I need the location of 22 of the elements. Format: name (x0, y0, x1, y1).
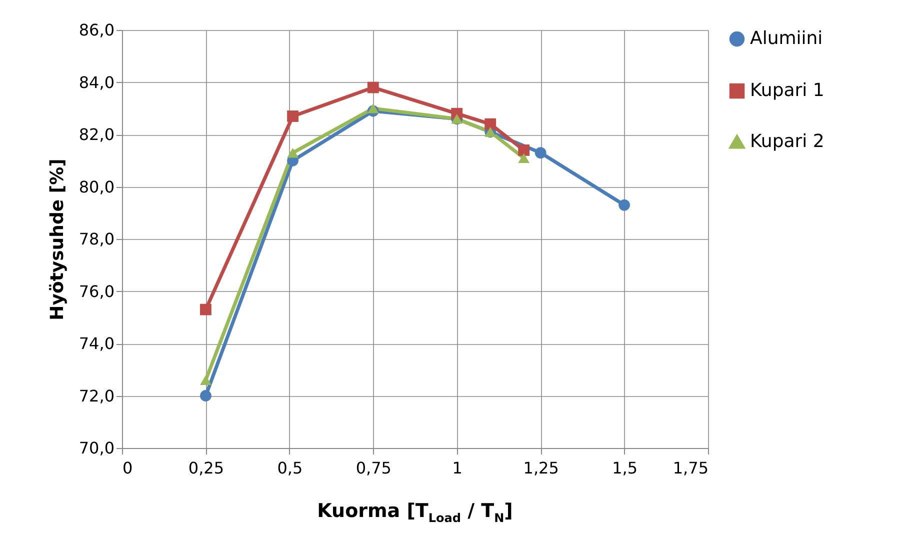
legend-label: Alumiini (750, 28, 823, 49)
x-tick-label: 1,25 (523, 458, 559, 478)
x-tick-label: 0,5 (277, 458, 303, 478)
x-tick-label: 0 (122, 458, 133, 478)
y-tick-label: 76,0 (78, 282, 114, 301)
y-tick-label: 74,0 (78, 334, 114, 353)
x-axis-title: Kuorma [T$_{Load}$ / T$_{N}$] (316, 500, 514, 525)
y-tick-label: 86,0 (78, 20, 114, 40)
y-tick-label: 72,0 (78, 386, 114, 406)
legend-label: Kupari 2 (750, 131, 824, 152)
y-tick-label: 70,0 (78, 438, 114, 458)
y-tick-label: 82,0 (78, 125, 114, 144)
y-axis-title: Hyötysuhde [%] (46, 158, 68, 320)
y-tick-label: 78,0 (78, 230, 114, 248)
x-tick-label: 1 (452, 458, 462, 478)
x-tick-label: 0,25 (188, 458, 224, 478)
y-tick-label: 84,0 (78, 72, 114, 92)
legend-label: Kupari 1 (750, 80, 824, 101)
x-tick-label: 1,5 (612, 458, 638, 478)
x-tick-label: 1,75 (672, 458, 708, 478)
x-tick-label: 0,75 (356, 458, 392, 478)
y-tick-label: 80,0 (78, 177, 114, 196)
